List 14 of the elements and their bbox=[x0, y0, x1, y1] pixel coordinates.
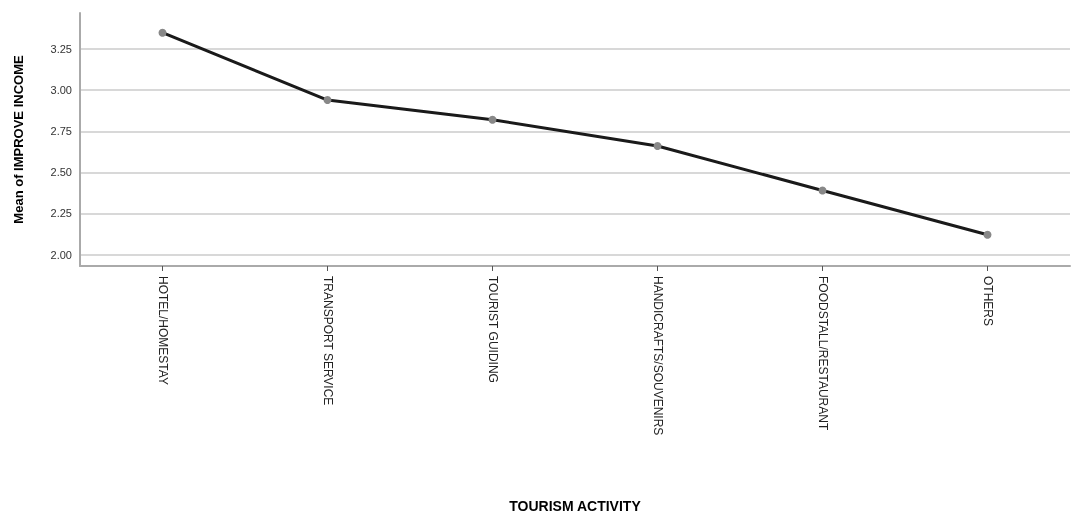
x-axis-title: TOURISM ACTIVITY bbox=[509, 498, 642, 514]
x-tick-label: HOTEL/HOMESTAY bbox=[155, 276, 170, 385]
x-tick-label: HANDICRAFTS/SOUVENIRS bbox=[650, 276, 665, 436]
x-tick-label: OTHERS bbox=[980, 276, 995, 327]
x-tick-label: FOODSTALL/RESTAURANT bbox=[815, 276, 830, 431]
y-axis-title: Mean of IMPROVE INCOME bbox=[11, 55, 26, 224]
x-tick-label: TOURIST GUIDING bbox=[485, 276, 500, 383]
y-tick-label: 2.50 bbox=[50, 166, 72, 179]
y-tick-label: 2.75 bbox=[50, 125, 72, 138]
y-tick-label: 3.25 bbox=[50, 43, 72, 56]
y-tick-label: 2.25 bbox=[50, 207, 72, 220]
x-tick-label: TRANSPORT SERVICE bbox=[320, 276, 335, 406]
y-tick-label: 2.00 bbox=[50, 248, 72, 261]
y-tick-label: 3.00 bbox=[50, 84, 72, 97]
